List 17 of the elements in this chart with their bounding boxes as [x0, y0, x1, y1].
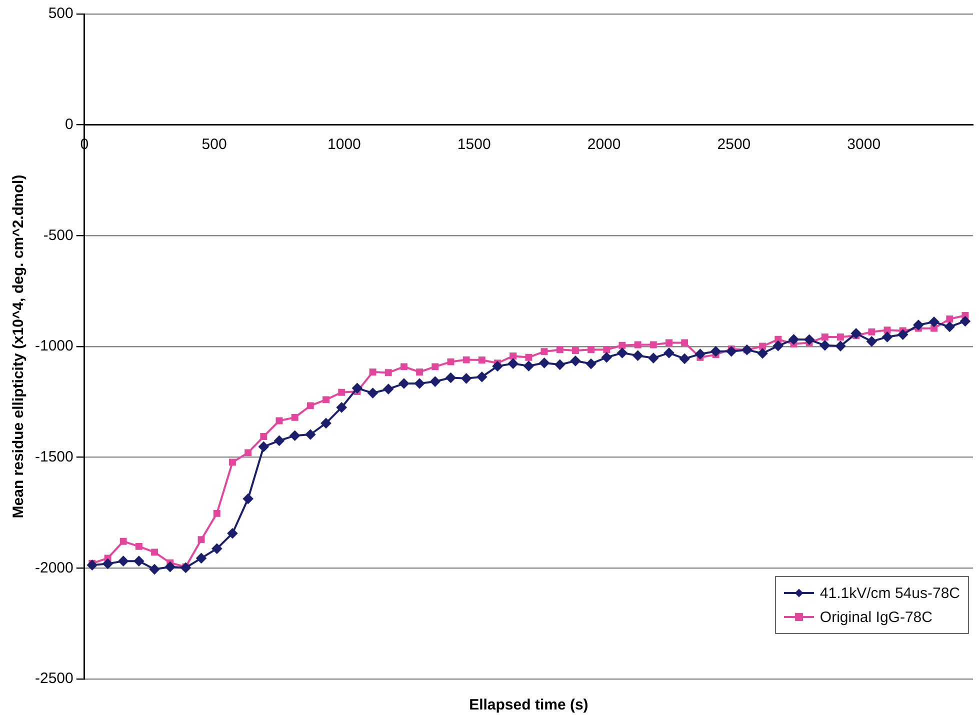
- legend-label: Original IgG-78C: [820, 608, 932, 626]
- y-tick-label: 0: [65, 116, 74, 133]
- y-tick-label: 500: [48, 5, 74, 22]
- y-tick-label: -2500: [34, 670, 74, 688]
- x-tick-label: 1500: [457, 136, 491, 153]
- x-tick-label: 1000: [328, 136, 361, 153]
- legend-label: 41.1kV/cm 54us-78C: [820, 584, 960, 602]
- y-tick-label: -1000: [34, 338, 74, 355]
- x-tick-label: 500: [202, 136, 227, 153]
- x-tick-label: 3000: [847, 136, 881, 153]
- y-axis-title: Mean residue ellipticity (x10^4, deg. cm^2.dmol): [10, 174, 28, 518]
- x-axis-title: Ellapsed time (s): [469, 696, 588, 714]
- y-tick-label: -2000: [34, 559, 74, 576]
- y-tick-label: -500: [43, 226, 74, 244]
- x-tick-label: 2000: [587, 136, 621, 153]
- x-tick-label: 2500: [717, 136, 751, 153]
- y-tick-label: -1500: [34, 448, 74, 466]
